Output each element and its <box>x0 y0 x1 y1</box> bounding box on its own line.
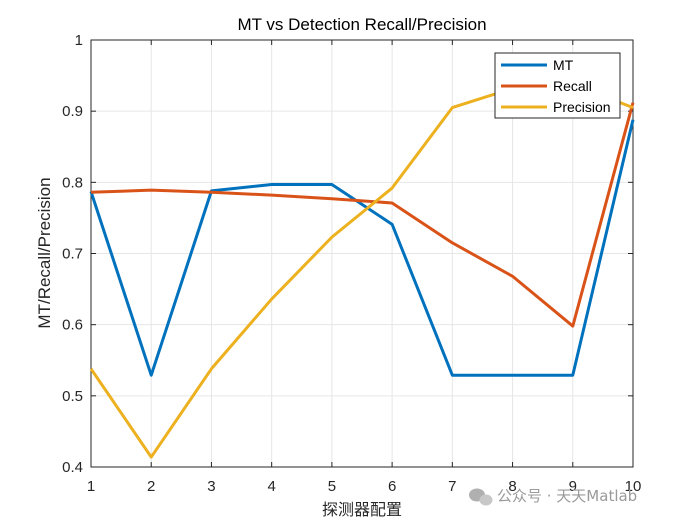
x-tick-label: 3 <box>207 478 215 495</box>
series-lines <box>89 82 635 459</box>
y-tick-label: 0.6 <box>62 317 83 334</box>
x-tick-label: 8 <box>508 478 516 495</box>
watermark: 公众号 · 天天Matlab <box>469 487 637 506</box>
x-tick-label: 1 <box>87 478 95 495</box>
x-tick-label: 4 <box>267 478 275 495</box>
legend: MT Recall Precision <box>494 52 621 119</box>
chart-title: MT vs Detection Recall/Precision <box>237 15 486 34</box>
wechat-icon <box>469 488 493 506</box>
y-tick-label: 0.9 <box>62 103 83 120</box>
y-tick-label: 0.5 <box>62 388 83 405</box>
axis-ticks: 1 2 3 4 5 6 7 8 9 10 0.4 0.5 0.6 0.7 0.8 0.9 1 <box>62 32 641 495</box>
y-tick-label: 0.7 <box>62 246 83 263</box>
x-tick-label: 6 <box>388 478 396 495</box>
x-axis-label: 探测器配置 <box>322 500 402 519</box>
y-tick-label: 0.8 <box>62 174 83 191</box>
x-tick-label: 7 <box>448 478 456 495</box>
series-line-recall <box>90 102 635 328</box>
y-axis-label: MT/Recall/Precision <box>35 177 54 328</box>
legend-label-mt: MT <box>553 57 574 73</box>
x-tick-label: 9 <box>569 478 577 495</box>
x-tick-label: 5 <box>328 478 336 495</box>
series-line-mt <box>89 119 635 377</box>
y-tick-label: 0.4 <box>62 459 83 476</box>
x-tick-label: 10 <box>625 478 642 495</box>
series-line-precision <box>89 82 634 459</box>
watermark-text: 公众号 · 天天Matlab <box>497 487 637 505</box>
legend-label-recall: Recall <box>553 78 592 94</box>
x-tick-label: 2 <box>147 478 155 495</box>
y-tick-label: 1 <box>75 32 83 49</box>
legend-label-precision: Precision <box>553 99 611 115</box>
